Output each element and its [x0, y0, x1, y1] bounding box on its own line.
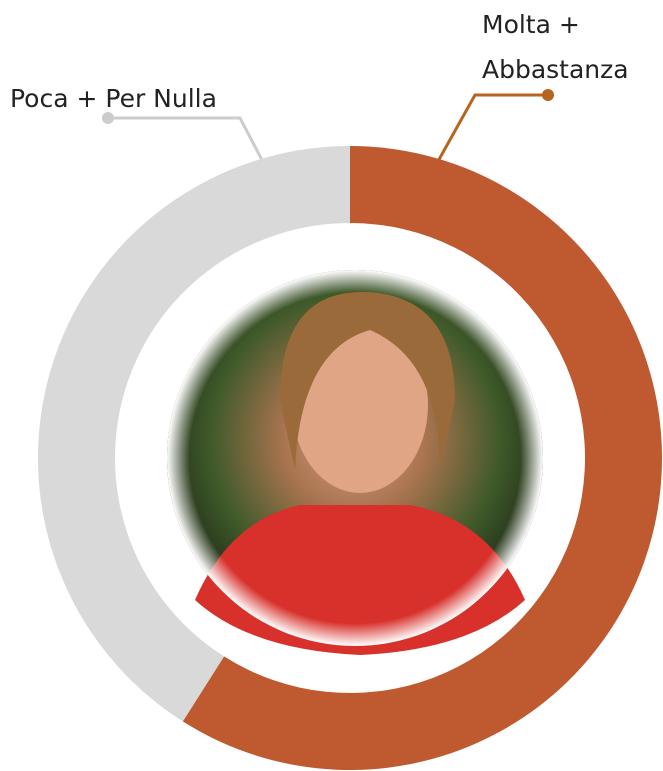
leader-line: [430, 93, 548, 173]
donut-segment: [38, 146, 351, 722]
leader-dot: [542, 89, 554, 101]
category-label: Poca + Per Nulla: [10, 84, 217, 113]
leader-line: [108, 116, 264, 161]
leader-dot: [102, 112, 114, 124]
donut-segment: [182, 146, 663, 770]
category-label: Molta + Abbastanza: [482, 10, 629, 84]
donut: [38, 146, 663, 770]
photo: [167, 270, 543, 655]
